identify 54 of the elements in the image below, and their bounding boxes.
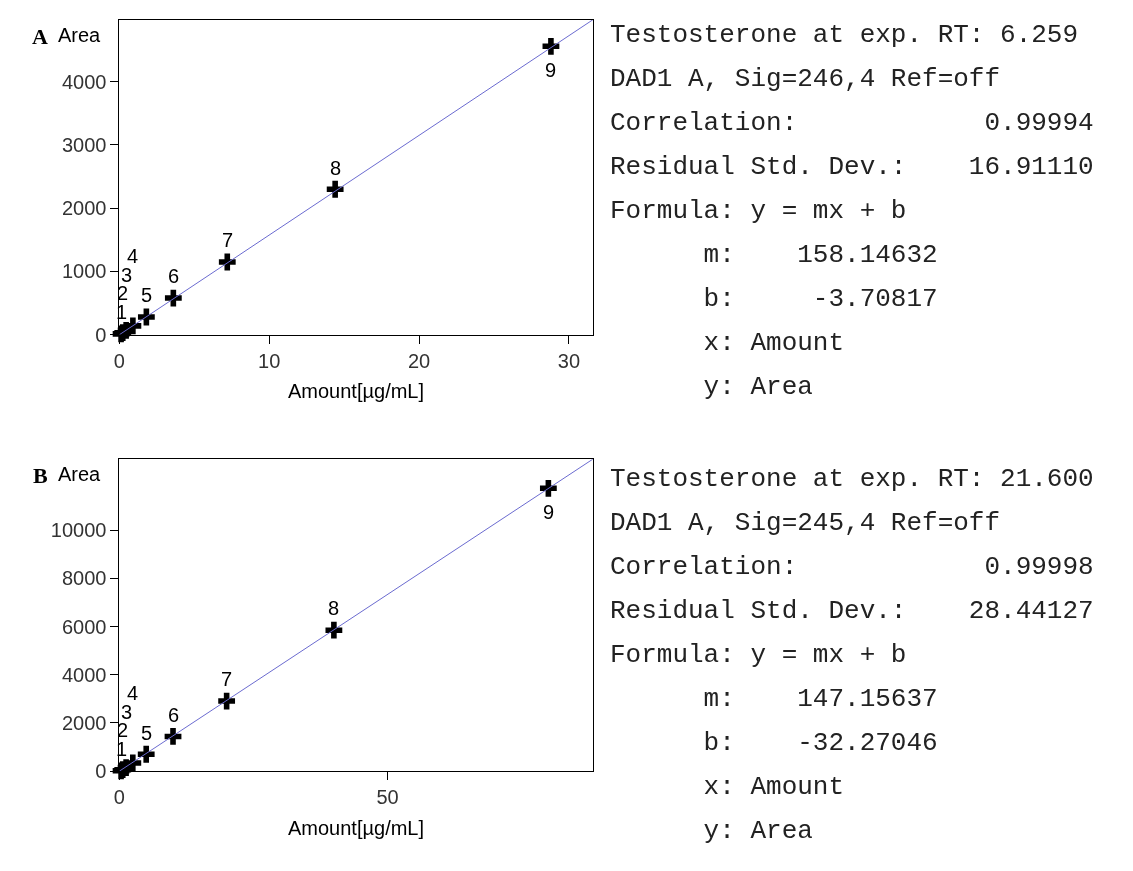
- y-axis-title: Area: [58, 463, 102, 485]
- text: Correlation: 0.99994: [610, 108, 1094, 138]
- text: Residual Std. Dev.: 28.44127: [610, 596, 1094, 626]
- x-tick-label: 0: [113, 349, 125, 372]
- annotation: 9: [543, 501, 555, 523]
- text: DAD1 A, Sig=246,4 Ref=off: [610, 64, 1001, 94]
- text: x: Amount: [610, 328, 845, 358]
- text: y: Area: [610, 816, 813, 846]
- annotation: 3: [121, 701, 133, 723]
- text: m: 147.15637: [610, 684, 938, 714]
- text: m: 158.14632: [610, 240, 938, 270]
- text: Testosterone at exp. RT: 21.600: [610, 464, 1094, 494]
- y-tick-label: 2000: [61, 711, 107, 734]
- text: Formula: y = mx + b: [610, 640, 907, 670]
- annotation: 6: [168, 265, 180, 287]
- x-tick-label: 10: [258, 349, 281, 372]
- x-tick-label: 50: [376, 786, 399, 809]
- y-tick-label: 4000: [61, 70, 107, 93]
- annotation: 8: [328, 597, 340, 619]
- y-tick-label: 4000: [61, 663, 107, 686]
- annotation: 7: [221, 668, 233, 690]
- annotation: 4: [127, 682, 139, 704]
- x-axis-title: Amount[µg/mL]: [288, 817, 425, 839]
- x-tick-label: 20: [407, 349, 431, 372]
- y-tick-label: 0: [95, 323, 107, 346]
- y-tick-label: 8000: [61, 567, 107, 590]
- annotation: 5: [141, 722, 153, 744]
- text: Testosterone at exp. RT: 6.259: [610, 20, 1079, 50]
- y-tick-label: 2000: [61, 197, 107, 220]
- text: B: [33, 463, 48, 488]
- y-tick-label: 10000: [50, 519, 107, 542]
- annotation: 6: [168, 704, 180, 726]
- y-tick-label: 6000: [61, 615, 107, 638]
- text: x: Amount: [610, 772, 845, 802]
- x-tick-label: 30: [557, 349, 581, 372]
- annotation: 4: [127, 245, 139, 267]
- text: Residual Std. Dev.: 16.91110: [610, 152, 1094, 182]
- text: b: -32.27046: [610, 728, 938, 758]
- y-tick-label: 3000: [61, 133, 107, 156]
- y-axis-title: Area: [58, 24, 102, 46]
- text: A: [32, 24, 48, 49]
- annotation: 7: [222, 229, 234, 251]
- text: b: -3.70817: [610, 284, 938, 314]
- x-axis-title: Amount[µg/mL]: [288, 380, 425, 402]
- annotation: 3: [121, 264, 133, 286]
- annotation: 8: [330, 157, 342, 179]
- annotation: 5: [141, 284, 153, 306]
- y-tick-label: 0: [95, 760, 107, 783]
- text: Formula: y = mx + b: [610, 196, 907, 226]
- y-tick-label: 1000: [61, 260, 107, 283]
- annotation: 9: [545, 59, 557, 81]
- text: Correlation: 0.99998: [610, 552, 1094, 582]
- text: y: Area: [610, 372, 813, 402]
- text: DAD1 A, Sig=245,4 Ref=off: [610, 508, 1001, 538]
